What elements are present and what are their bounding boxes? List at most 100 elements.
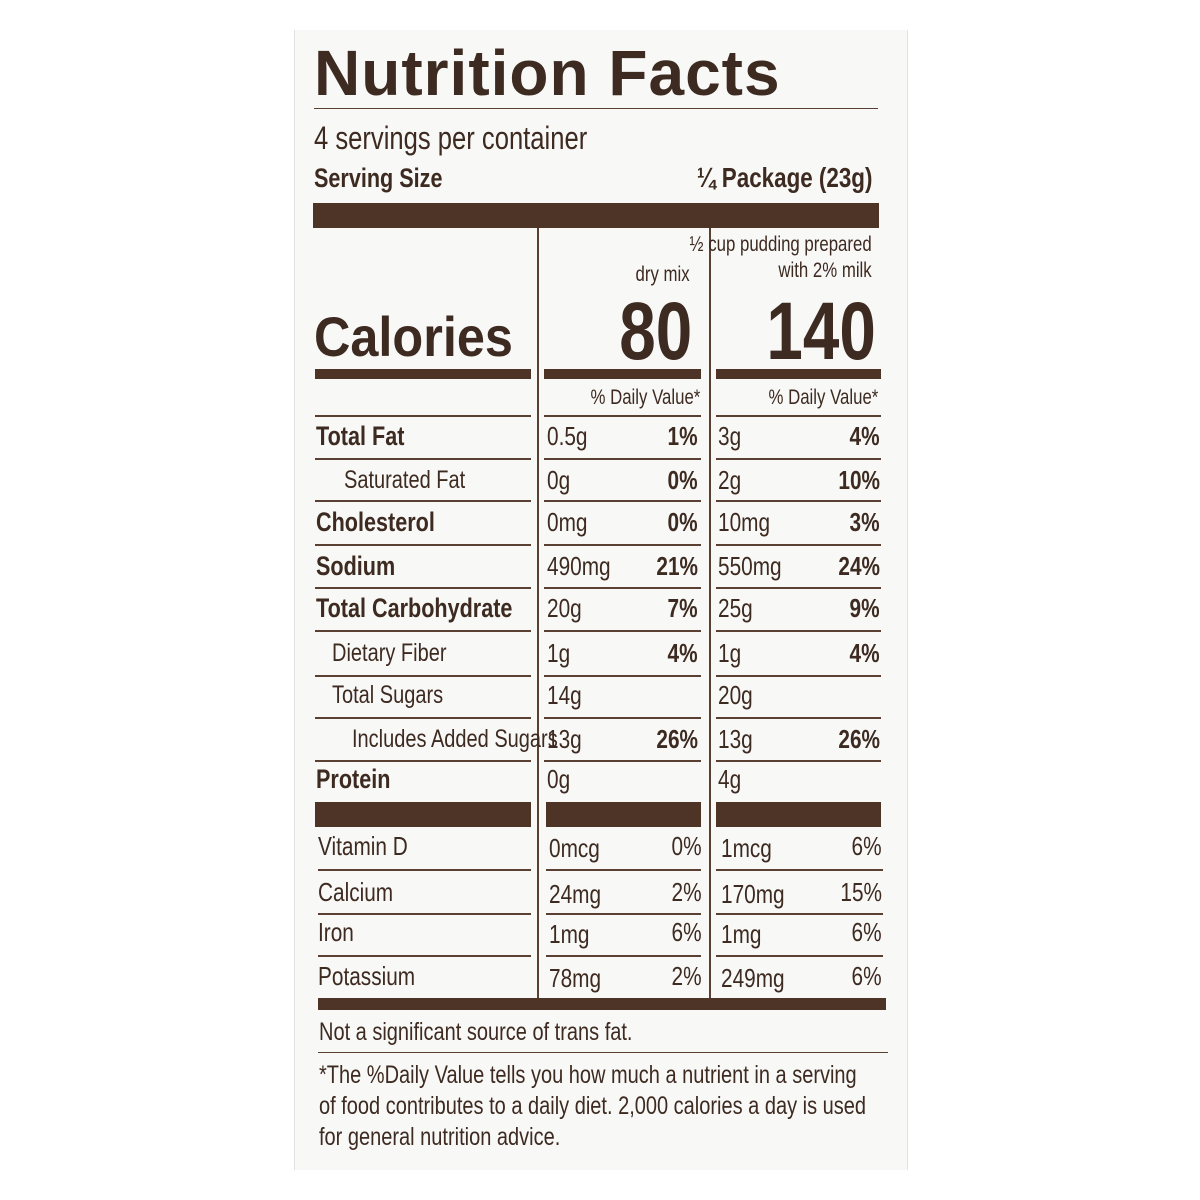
row-divider	[315, 760, 531, 762]
row-divider	[315, 717, 531, 719]
prepared-daily-value: 26%	[838, 724, 880, 754]
calories-label: Calories	[314, 305, 513, 368]
dry-daily-value: 4%	[667, 638, 698, 668]
column-header-prepared: ½ cup pudding prepared with 2% milk	[689, 233, 872, 282]
row-divider	[716, 587, 881, 589]
label-title: Nutrition Facts	[314, 37, 781, 109]
dry-amount: 490mg	[547, 551, 611, 581]
footnote: *The %Daily Value tells you how much a n…	[319, 1061, 867, 1151]
row-divider	[716, 955, 883, 957]
dry-amount: 0.5g	[547, 421, 588, 451]
row-divider	[716, 675, 881, 677]
divider	[318, 1052, 888, 1053]
prepared-amount: 10mg	[718, 507, 771, 537]
prepared-daily-value: 10%	[838, 465, 880, 495]
row-divider	[716, 869, 883, 871]
nutrient-name: Total Fat	[316, 421, 405, 451]
nutrient-name: Protein	[316, 764, 391, 794]
dry-daily-value: 2%	[671, 877, 702, 907]
dry-amount: 13g	[547, 724, 582, 754]
row-divider	[544, 760, 701, 762]
dry-amount: 0mg	[547, 507, 588, 537]
row-divider	[318, 869, 531, 871]
nutrient-name: Total Sugars	[332, 681, 444, 709]
row-divider	[318, 913, 531, 915]
calories-bar	[716, 369, 881, 379]
row-divider	[546, 955, 701, 957]
prepared-daily-value: 3%	[849, 507, 880, 537]
dry-amount: 20g	[547, 593, 582, 623]
dry-daily-value: 1%	[667, 421, 698, 451]
column-divider	[537, 228, 539, 1000]
prepared-amount: 249mg	[721, 963, 785, 993]
prepared-amount: 550mg	[718, 551, 782, 581]
row-divider	[716, 458, 881, 460]
row-divider	[315, 458, 531, 460]
row-divider	[716, 415, 881, 417]
row-divider	[716, 500, 881, 502]
prepared-amount: 13g	[718, 724, 753, 754]
dry-daily-value: 6%	[671, 917, 702, 947]
row-divider	[544, 458, 701, 460]
prepared-amount: 2g	[718, 465, 742, 495]
dry-daily-value: 0%	[667, 507, 698, 537]
row-divider	[544, 500, 701, 502]
calories-bar	[544, 369, 701, 379]
row-divider	[716, 717, 881, 719]
vitamin-bar	[716, 802, 881, 827]
prepared-daily-value: 6%	[851, 831, 882, 861]
prepared-amount: 4g	[718, 764, 742, 794]
prepared-amount: 25g	[718, 593, 753, 623]
bottom-bar	[318, 998, 886, 1010]
vitamin-name: Vitamin D	[318, 831, 408, 861]
dry-daily-value: 0%	[671, 831, 702, 861]
row-divider	[716, 913, 883, 915]
row-divider	[544, 630, 701, 632]
prepared-amount: 170mg	[721, 879, 785, 909]
row-divider	[315, 500, 531, 502]
row-divider	[315, 675, 531, 677]
prepared-amount: 20g	[718, 680, 753, 710]
vitamin-name: Iron	[318, 917, 354, 947]
row-divider	[315, 587, 531, 589]
prepared-daily-value: 4%	[849, 638, 880, 668]
trans-fat-note: Not a significant source of trans fat.	[319, 1018, 633, 1046]
nutrient-name: Includes Added Sugars	[352, 725, 558, 753]
serving-size-label: Serving Size	[314, 163, 443, 193]
vitamin-name: Calcium	[318, 877, 394, 907]
dry-amount: 1mg	[549, 919, 590, 949]
dry-amount: 0mcg	[549, 833, 600, 863]
calories-bar	[315, 369, 531, 379]
calories-dry-mix: 80	[619, 286, 692, 377]
vitamin-bar	[546, 802, 701, 827]
dry-daily-value: 0%	[667, 465, 698, 495]
daily-value-header-prepared: % Daily Value*	[768, 386, 878, 409]
vitamin-bar	[315, 802, 531, 827]
column-header-dry-mix: dry mix	[635, 263, 690, 286]
row-divider	[315, 544, 531, 546]
row-divider	[315, 630, 531, 632]
dry-daily-value: 2%	[671, 961, 702, 991]
prepared-amount: 1g	[718, 638, 742, 668]
thick-bar	[313, 203, 879, 228]
row-divider	[716, 630, 881, 632]
dry-amount: 78mg	[549, 963, 602, 993]
row-divider	[544, 717, 701, 719]
dry-amount: 14g	[547, 680, 582, 710]
dry-amount: 0g	[547, 764, 571, 794]
prepared-amount: 1mg	[721, 919, 762, 949]
vitamin-name: Potassium	[318, 961, 416, 991]
row-divider	[716, 544, 881, 546]
nutrient-name: Cholesterol	[316, 507, 435, 537]
daily-value-header-dry: % Daily Value*	[590, 386, 700, 409]
row-divider	[315, 415, 531, 417]
dry-daily-value: 7%	[667, 593, 698, 623]
serving-size-value: ¼ Package (23g)	[696, 162, 872, 193]
row-divider	[318, 955, 531, 957]
dry-amount: 1g	[547, 638, 571, 668]
prepared-daily-value: 4%	[849, 421, 880, 451]
column-divider	[709, 228, 711, 1000]
prepared-amount: 1mcg	[721, 833, 772, 863]
row-divider	[546, 869, 701, 871]
dry-amount: 0g	[547, 465, 571, 495]
